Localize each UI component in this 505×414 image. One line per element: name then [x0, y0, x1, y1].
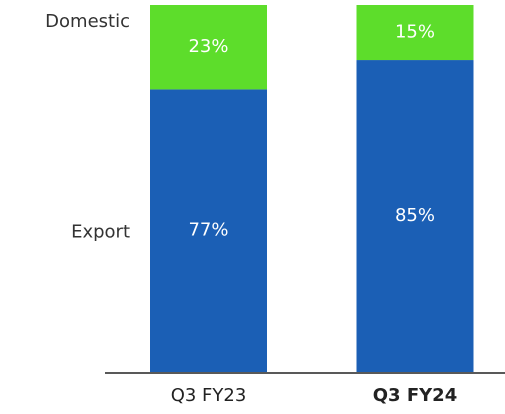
- legend-label: Export: [71, 222, 130, 243]
- value-label: 85%: [395, 205, 435, 226]
- x-tick-label: Q3 FY24: [373, 385, 457, 406]
- bar-segment: [356, 60, 474, 373]
- value-label: 23%: [188, 36, 228, 57]
- value-label: 77%: [188, 220, 228, 241]
- x-tick-label: Q3 FY23: [171, 385, 247, 406]
- value-label: 15%: [395, 22, 435, 43]
- bar-segment: [150, 5, 267, 90]
- bar-segment: [356, 5, 474, 61]
- bar-segment: [150, 89, 267, 372]
- legend-label: Domestic: [45, 11, 130, 32]
